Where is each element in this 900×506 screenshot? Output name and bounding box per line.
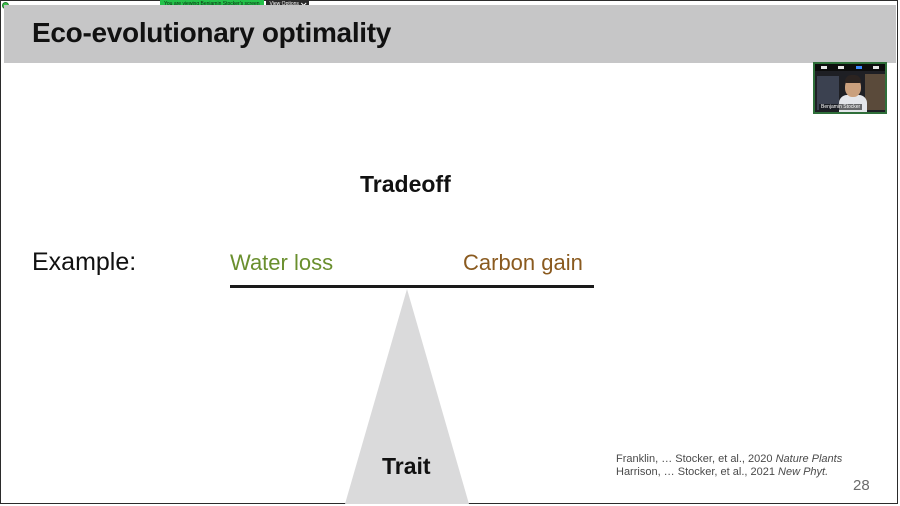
trait-label: Trait xyxy=(382,453,431,479)
screen-share-bar: You are viewing Benjamin Stocker's scree… xyxy=(160,0,309,8)
carbon-gain-label: Carbon gain xyxy=(463,250,583,275)
window-icon[interactable] xyxy=(838,66,845,69)
reference-2-text: Harrison, … Stocker, et al., 2021 xyxy=(616,466,779,478)
video-background-left xyxy=(817,76,839,110)
fulcrum-triangle xyxy=(345,289,469,504)
speaker-view-icon[interactable] xyxy=(873,66,880,69)
reference-1-journal: Nature Plants xyxy=(775,453,843,465)
reference-2: Harrison, … Stocker, et al., 2021 New Ph… xyxy=(616,466,828,478)
share-notice: You are viewing Benjamin Stocker's scree… xyxy=(160,0,264,8)
slide-title: Eco-evolutionary optimality xyxy=(32,17,392,48)
slide-header-band: Eco-evolutionary optimality xyxy=(4,5,896,63)
balance-beam xyxy=(230,285,594,288)
video-background-right xyxy=(865,74,885,110)
tradeoff-heading: Tradeoff xyxy=(360,171,451,197)
grid-view-icon[interactable] xyxy=(855,66,862,69)
water-loss-label: Water loss xyxy=(230,250,334,275)
view-options-button[interactable]: View Options xyxy=(265,0,309,8)
video-controls xyxy=(815,64,885,71)
minimize-icon[interactable] xyxy=(820,66,827,69)
reference-1: Franklin, … Stocker, et al., 2020 Nature… xyxy=(616,453,842,465)
participant-name: Benjamin Stocker xyxy=(819,104,863,110)
view-options-label: View Options xyxy=(269,1,299,7)
speaker-video-thumbnail[interactable]: Benjamin Stocker xyxy=(813,62,887,114)
example-label: Example: xyxy=(32,248,137,276)
reference-1-text: Franklin, … Stocker, et al., 2020 xyxy=(616,453,776,465)
reference-2-journal: New Phyt. xyxy=(778,466,829,478)
slide-page-number: 28 xyxy=(853,477,870,494)
speaker-hair xyxy=(845,75,861,83)
